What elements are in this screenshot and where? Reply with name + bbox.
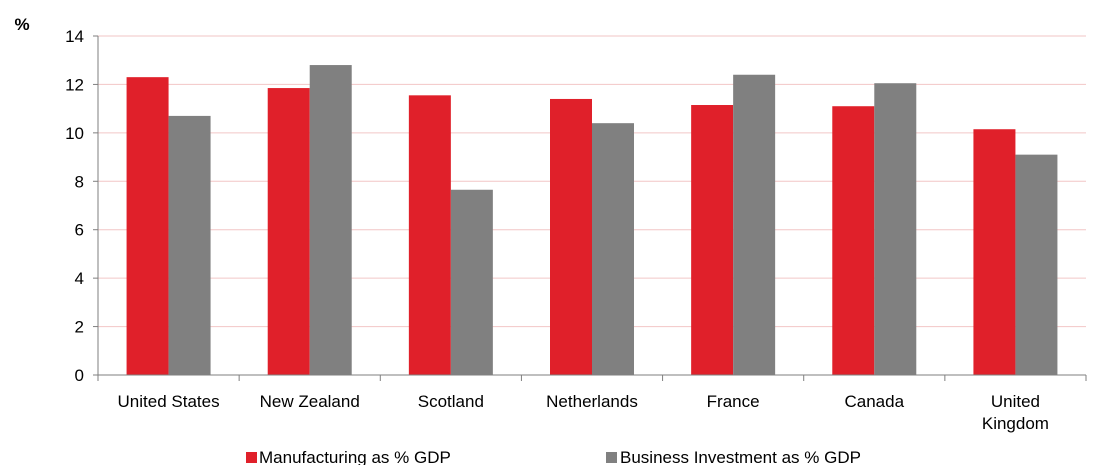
y-tick-label: 2 (75, 318, 84, 337)
x-tick-label: New Zealand (260, 392, 360, 411)
bar-manufacturing (832, 106, 875, 375)
bar-investment (733, 74, 776, 375)
y-tick-label: 8 (75, 172, 84, 191)
x-tick-label: Scotland (418, 392, 484, 411)
y-tick-label: 14 (65, 27, 84, 46)
legend-label: Manufacturing as % GDP (259, 448, 451, 465)
bar-investment (168, 115, 211, 376)
y-tick-label: 12 (65, 75, 84, 94)
y-tick-label: 4 (75, 269, 84, 288)
axes (93, 35, 1087, 381)
bar-investment (592, 123, 634, 376)
y-tick-label: 10 (65, 124, 84, 143)
x-tick-label: France (707, 392, 760, 411)
bars (126, 65, 1058, 376)
bar-manufacturing (126, 77, 169, 376)
bar-investment (309, 65, 352, 376)
legend-swatch-manufacturing (246, 452, 257, 463)
bar-investment (874, 83, 917, 375)
bar-manufacturing (550, 98, 592, 375)
legend: Manufacturing as % GDP Business Investmen… (246, 448, 861, 467)
x-tick-label: United States (118, 392, 220, 411)
bar-investment (450, 189, 493, 375)
bar-manufacturing (973, 129, 1016, 375)
y-tick-label: 0 (75, 366, 84, 385)
x-tick-label: Netherlands (546, 392, 638, 411)
x-tick-label: Canada (845, 392, 905, 411)
y-axis-label: % (14, 15, 29, 34)
legend-swatch-investment (606, 452, 617, 463)
axis-labels: 0 2 4 6 8 10 12 14% United States New Zealand Scot… (14, 15, 1049, 433)
bar-manufacturing (408, 95, 451, 375)
bar-manufacturing (691, 105, 734, 375)
y-tick-label: 6 (75, 221, 84, 240)
bar-manufacturing (267, 88, 310, 375)
legend-label: Business Investment as % GDP (620, 448, 861, 465)
bar-investment (1015, 154, 1058, 375)
x-tick-label: United Kingdom (982, 392, 1049, 433)
